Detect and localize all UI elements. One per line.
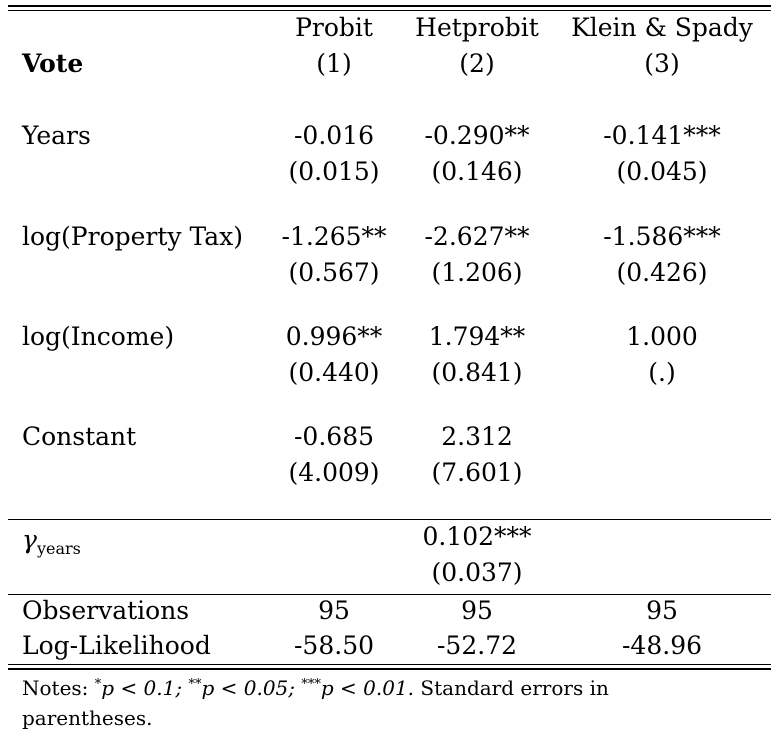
stat-cell: -58.50 [293,631,375,660]
coef-cell: -1.265** [281,222,387,251]
notes-p2: p < 0.05; [201,676,302,700]
notes-prefix: Notes: [22,676,95,700]
se-cell: (0.841) [431,358,523,387]
gamma-se: (0.037) [431,558,523,587]
coef-cell: -0.685 [293,422,375,451]
column-number-3: (3) [644,49,680,78]
column-number-1: (1) [316,49,352,78]
coef-cell: 1.794** [428,322,526,351]
table-notes: Notes: *p < 0.1; **p < 0.05; ***p < 0.01… [22,670,722,733]
row-label-log-likelihood: Log-Likelihood [22,631,211,660]
row-label-constant: Constant [22,422,137,451]
bottom-rule-inner [8,664,771,665]
se-cell: (1.206) [431,258,523,287]
row-label-years: Years [22,121,91,150]
se-cell: (4.009) [288,458,380,487]
column-number-2: (2) [459,49,495,78]
se-cell: (0.567) [288,258,380,287]
column-header-hetprobit: Hetprobit [415,13,539,42]
coef-cell: -2.627** [424,222,530,251]
coef-cell: -1.586*** [603,222,721,251]
gamma-subscript: years [36,539,81,558]
stats-rule [8,594,771,595]
stat-cell: 95 [318,596,350,625]
mid-rule [8,519,771,520]
bottom-rule [8,668,771,670]
se-cell: (0.426) [616,258,708,287]
notes-star-2: ** [188,677,202,692]
top-rule-inner [8,10,771,11]
notes-star-3: *** [301,677,321,692]
notes-star-1: * [94,677,102,692]
coef-cell: -0.290** [424,121,530,150]
gamma-label: γyears [22,525,81,564]
se-cell: (0.440) [288,358,380,387]
top-rule [8,5,771,7]
coef-cell: 0.996** [285,322,383,351]
se-cell: (0.045) [616,157,708,186]
se-cell: (0.015) [288,157,380,186]
coef-cell: 2.312 [441,422,513,451]
stat-cell: -48.96 [621,631,703,660]
se-cell: (7.601) [431,458,523,487]
column-header-klein-spady: Klein & Spady [571,13,753,42]
notes-tail: Standard errors in parentheses. [22,676,609,730]
stat-cell: 95 [646,596,678,625]
notes-p3: p < 0.01. [320,676,415,700]
se-cell: (0.146) [431,157,523,186]
coef-cell: -0.141*** [603,121,721,150]
row-label-observations: Observations [22,596,190,625]
coef-cell: -0.016 [293,121,375,150]
coef-cell: 1.000 [626,322,698,351]
column-header-probit: Probit [295,13,373,42]
gamma-symbol: γ [22,525,37,554]
notes-p1: p < 0.1; [101,676,189,700]
row-label-income: log(Income) [22,322,175,351]
stat-cell: -52.72 [436,631,518,660]
dependent-variable-label: Vote [22,49,84,78]
se-cell: (.) [648,358,676,387]
row-label-property-tax: log(Property Tax) [22,222,243,251]
gamma-coef: 0.102*** [422,522,532,551]
stat-cell: 95 [461,596,493,625]
